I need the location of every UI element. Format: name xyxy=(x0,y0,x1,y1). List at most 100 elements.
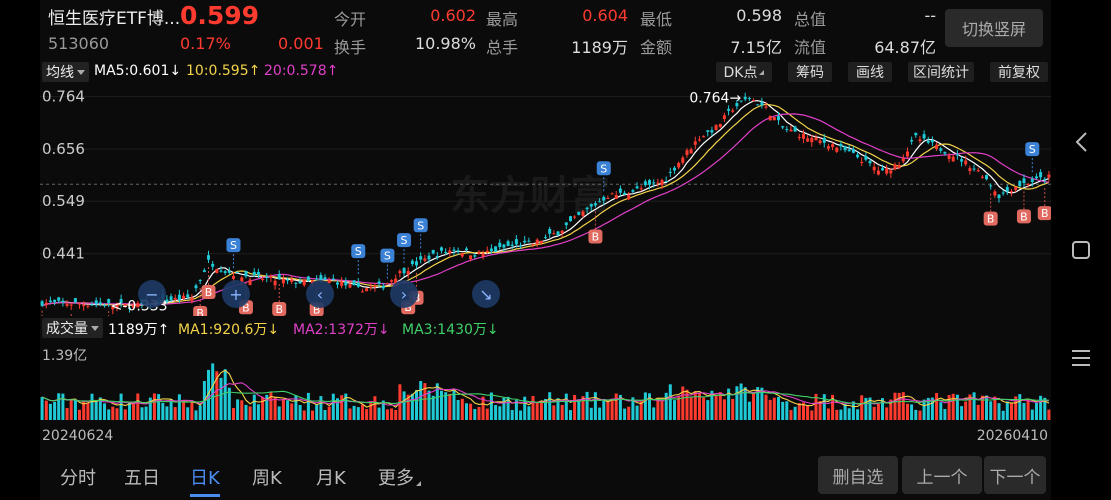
candle xyxy=(614,190,618,200)
tab-five-day[interactable]: 五日 xyxy=(124,468,160,489)
candle xyxy=(943,151,947,156)
candle xyxy=(756,103,760,106)
volume-bar xyxy=(722,399,726,420)
candle xyxy=(1035,173,1038,180)
volume-bar xyxy=(564,393,568,420)
candle-body xyxy=(169,296,173,301)
candle-body xyxy=(128,307,131,309)
candle xyxy=(469,255,473,262)
candle xyxy=(73,297,77,304)
sell-marker: S xyxy=(380,248,395,279)
candle xyxy=(494,246,498,253)
candle-body xyxy=(976,170,980,172)
stock-name: 恒生医疗ETF博... xyxy=(48,9,181,29)
candle-body xyxy=(381,285,385,289)
candle xyxy=(1039,169,1043,181)
candle xyxy=(822,133,826,148)
candle xyxy=(53,299,57,306)
volume-bar xyxy=(793,406,797,420)
candle-body xyxy=(261,278,265,280)
candle xyxy=(864,152,868,162)
volume-bar xyxy=(273,397,277,420)
volume-bar xyxy=(847,408,851,420)
volume-bar xyxy=(315,404,319,420)
candle-body xyxy=(772,117,776,121)
volume-toggle[interactable]: 成交量 xyxy=(42,318,103,338)
draw-line-button[interactable]: 画线 xyxy=(848,62,892,82)
candle xyxy=(814,134,818,141)
chevron-right-button[interactable]: › xyxy=(390,280,418,308)
candle xyxy=(198,279,202,284)
candle-body xyxy=(215,269,219,273)
candle-body xyxy=(48,300,52,302)
volume-bar xyxy=(544,399,547,420)
marker-badge xyxy=(983,211,998,226)
chips-button[interactable]: 筹码 xyxy=(788,62,832,82)
x-end-date: 20260410 xyxy=(976,428,1048,444)
candle xyxy=(539,240,543,245)
candle-body xyxy=(269,276,273,278)
marker-label: B xyxy=(196,307,204,316)
kline-chart[interactable]: 东方财富 BBBBBSBBBSSSBBSSBBBSB 0.7640.6560.5… xyxy=(40,84,1051,316)
candle-body xyxy=(1035,176,1038,179)
tab-daily-k[interactable]: 日K xyxy=(190,468,220,489)
volume-bar xyxy=(111,406,115,420)
volume-bar xyxy=(319,396,323,420)
dk-point-button[interactable]: DK点 xyxy=(716,62,772,82)
volume-bar xyxy=(519,410,523,420)
volume-bar xyxy=(157,394,161,420)
dropdown-icon xyxy=(77,69,85,75)
marker-label: B xyxy=(205,286,213,299)
candle xyxy=(227,267,231,275)
total-value-label: 总值 xyxy=(794,10,827,29)
candle xyxy=(777,112,780,125)
back-button[interactable] xyxy=(1051,122,1111,162)
tab-intraday[interactable]: 分时 xyxy=(60,468,96,489)
volume-bar xyxy=(922,399,926,420)
open-value: 0.602 xyxy=(430,6,476,25)
tab-more[interactable]: 更多 xyxy=(378,464,421,490)
volume-chart[interactable]: 1.39亿 xyxy=(40,340,1051,424)
candle xyxy=(548,226,552,238)
home-button[interactable] xyxy=(1051,230,1111,270)
candle-body xyxy=(485,250,489,252)
candle xyxy=(668,167,672,177)
remove-watchlist-button[interactable]: 删自选 xyxy=(818,456,898,494)
volume-bar xyxy=(144,406,148,420)
ma-toggle-label: 均线 xyxy=(46,65,74,81)
volume-bar xyxy=(664,392,668,420)
next-button[interactable]: 下一个 xyxy=(984,456,1046,494)
volume-bar xyxy=(523,396,527,420)
forward-adjust-button[interactable]: 前复权 xyxy=(990,62,1048,82)
candle xyxy=(294,281,298,289)
volume-bar xyxy=(86,402,90,420)
previous-button[interactable]: 上一个 xyxy=(902,456,982,494)
candle-body xyxy=(494,246,498,252)
candle xyxy=(40,299,44,307)
candle-body xyxy=(1010,191,1013,193)
minus-button[interactable]: − xyxy=(138,280,166,308)
candle-body xyxy=(502,244,506,248)
zoom-button[interactable]: ↘ xyxy=(472,280,500,308)
volume-bar xyxy=(856,409,860,420)
volume-bar xyxy=(1035,402,1038,420)
candle-body xyxy=(136,303,140,308)
chevron-left-button[interactable]: ‹ xyxy=(306,280,334,308)
plus-button[interactable]: + xyxy=(222,280,250,308)
candle-body xyxy=(119,298,123,304)
volume-bar xyxy=(635,405,639,420)
volume-bar xyxy=(581,396,585,420)
recents-button[interactable] xyxy=(1051,338,1111,378)
candle-body xyxy=(627,194,631,200)
tab-monthly-k[interactable]: 月K xyxy=(316,468,346,489)
marker-badge xyxy=(397,233,412,248)
candle xyxy=(369,282,373,291)
ma-toggle[interactable]: 均线 xyxy=(42,62,89,82)
interval-stats-button[interactable]: 区间统计 xyxy=(908,62,974,82)
candle xyxy=(889,168,893,179)
switch-portrait-button[interactable]: 切换竖屏 xyxy=(945,9,1043,47)
candle xyxy=(194,283,198,292)
tab-weekly-k[interactable]: 周K xyxy=(252,468,282,489)
volume-bar xyxy=(427,390,431,420)
candle-body xyxy=(281,279,285,284)
